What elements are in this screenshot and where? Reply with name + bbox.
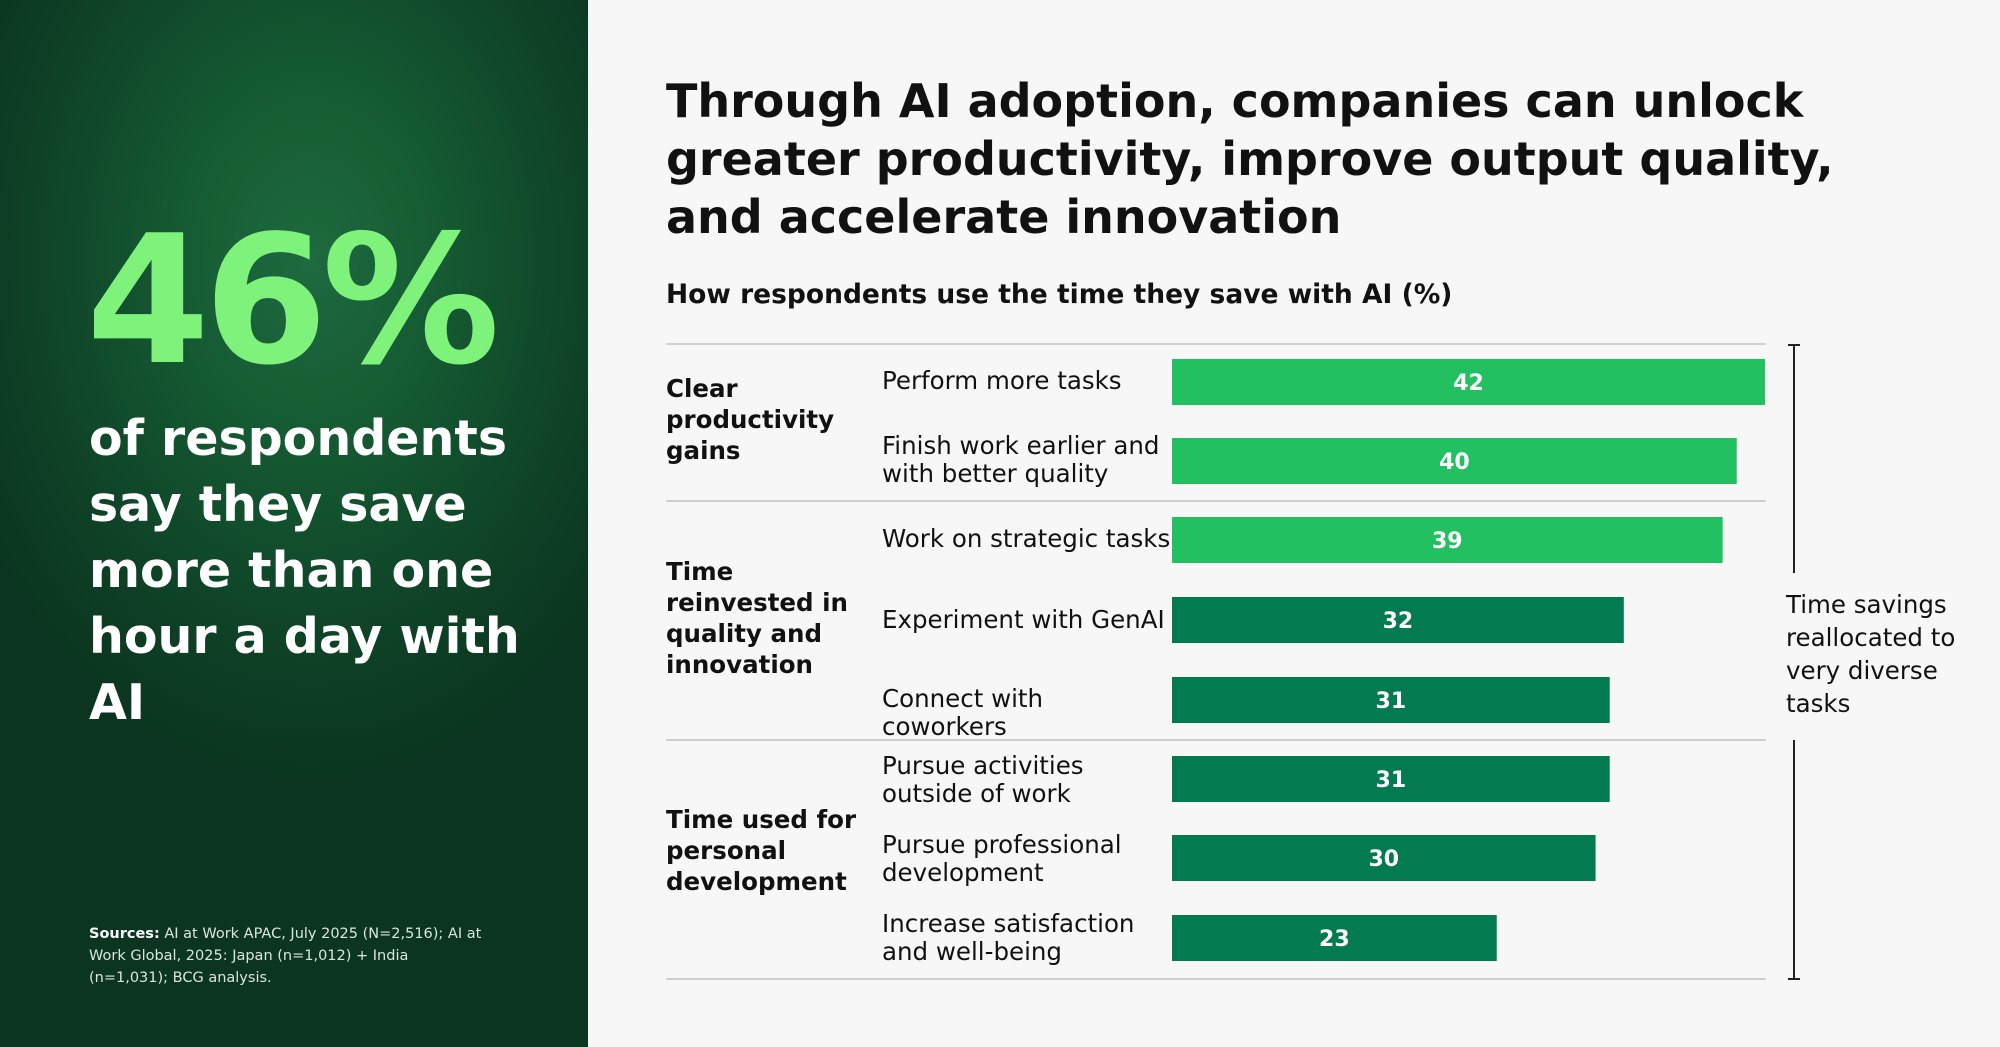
row-label-perform-more-tasks: Perform more tasks	[882, 366, 1122, 395]
headline-stat: 46%	[86, 197, 500, 404]
row-label-professional-development: Pursue professional development	[882, 830, 1122, 887]
bar-3	[1172, 597, 1624, 643]
row-label-strategic-tasks: Work on strategic tasks	[882, 524, 1171, 553]
bar-value-label-5: 31	[1376, 768, 1407, 793]
bar-6	[1172, 835, 1596, 881]
row-label-finish-work-earlier: Finish work earlier and with better qual…	[882, 431, 1160, 488]
bar-7	[1172, 915, 1497, 961]
sources-text: AI at Work APAC, July 2025 (N=2,516); AI…	[89, 926, 482, 986]
row-label-connect-coworkers: Connect with coworkers	[882, 684, 1044, 741]
bar-value-label-7: 23	[1319, 927, 1350, 952]
headline-stat-text: of respondents say they save more than o…	[89, 410, 520, 731]
group-label-productivity: Clear productivity gains	[666, 374, 835, 465]
page-title: Through AI adoption, companies can unloc…	[666, 74, 1834, 244]
bar-2	[1172, 517, 1723, 563]
bar-value-label-1: 40	[1439, 450, 1470, 475]
row-label-experiment-genai: Experiment with GenAI	[882, 605, 1165, 634]
divider-top	[666, 343, 1766, 345]
divider-bottom	[666, 978, 1766, 980]
bar-5	[1172, 756, 1610, 802]
bar-0	[1172, 359, 1765, 405]
bar-value-label-4: 31	[1376, 689, 1407, 714]
sources-label: Sources:	[89, 926, 160, 942]
sources-note: Sources: AI at Work APAC, July 2025 (N=2…	[89, 923, 489, 989]
row-label-satisfaction-wellbeing: Increase satisfaction and well-being	[882, 909, 1135, 966]
bar-value-label-2: 39	[1432, 529, 1463, 554]
bar-4	[1172, 677, 1610, 723]
bar-value-label-6: 30	[1368, 847, 1399, 872]
divider-group-1	[666, 500, 1766, 502]
chart-subtitle: How respondents use the time they save w…	[666, 279, 1453, 310]
left-panel: 46% of respondents say they save more th…	[0, 0, 588, 1047]
bracket-note: Time savings reallocated to very diverse…	[1786, 590, 1956, 718]
group-label-reinvested: Time reinvested in quality and innovatio…	[666, 557, 848, 679]
bar-1	[1172, 438, 1737, 484]
group-label-personal: Time used for personal development	[666, 805, 857, 896]
divider-group-2	[666, 739, 1766, 741]
bar-value-label-3: 32	[1383, 609, 1414, 634]
bar-value-label-0: 42	[1453, 371, 1484, 396]
row-label-activities-outside-work: Pursue activities outside of work	[882, 751, 1084, 808]
